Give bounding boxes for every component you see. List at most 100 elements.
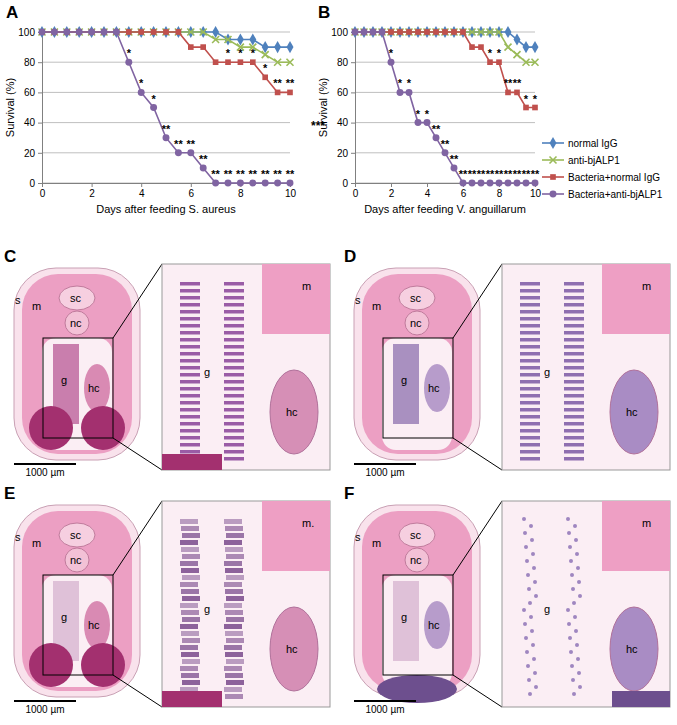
gut-fold — [224, 415, 244, 419]
marker — [163, 134, 170, 141]
marker — [287, 41, 294, 53]
gut-fold — [180, 289, 200, 293]
marker — [460, 180, 467, 187]
debris — [531, 552, 535, 556]
marker — [274, 41, 281, 53]
inset-gonad — [162, 691, 222, 707]
debris — [573, 524, 577, 528]
marker — [101, 29, 107, 35]
zoom-box — [383, 338, 453, 438]
tick: 80 — [337, 57, 355, 68]
debris — [574, 629, 578, 633]
structure-label: sc — [70, 529, 82, 541]
structure-label: g — [204, 603, 210, 615]
tick-label: 0 — [29, 178, 35, 189]
gut-fold — [180, 331, 200, 335]
marker — [505, 180, 512, 187]
inset-muscle — [262, 264, 330, 334]
panel-label: C — [4, 247, 16, 266]
structure-label: hc — [428, 619, 440, 631]
debris — [528, 601, 532, 605]
gut-tissue — [226, 554, 244, 559]
gut-tissue — [224, 540, 242, 545]
significance: * — [407, 77, 412, 89]
gut-fold — [564, 317, 584, 321]
scale-bar — [14, 700, 76, 702]
structure-label: hc — [286, 406, 298, 418]
gut-tissue — [226, 596, 244, 601]
marker — [451, 29, 458, 36]
marker — [379, 29, 386, 36]
gut-fold — [564, 401, 584, 405]
gut-tissue — [225, 673, 243, 678]
marker — [274, 180, 281, 187]
gut-fold — [180, 282, 200, 286]
tick-label: 0 — [353, 188, 359, 199]
histology-panel: Csmscncghcghcm1000 µm — [4, 247, 330, 478]
gut-tissue — [181, 610, 199, 615]
structure-label: nc — [70, 317, 82, 329]
gut-fold — [224, 436, 244, 440]
marker — [51, 29, 58, 36]
significance: * — [226, 47, 231, 59]
structure-label: hc — [626, 643, 638, 655]
debris — [576, 566, 580, 570]
gut-fold — [564, 338, 584, 342]
marker — [523, 105, 529, 111]
marker — [379, 26, 386, 38]
marker — [89, 29, 95, 35]
grid-line — [355, 62, 535, 63]
marker — [150, 29, 157, 36]
marker — [433, 26, 440, 38]
marker — [523, 59, 530, 66]
x-axis-title: Days after feeding S. aureus — [96, 203, 236, 215]
series-line — [42, 32, 290, 92]
gut-fold — [564, 303, 584, 307]
marker — [523, 180, 530, 187]
marker — [352, 29, 359, 36]
marker — [361, 29, 368, 36]
debris — [522, 608, 526, 612]
tick: 0 — [353, 183, 359, 199]
debris — [522, 517, 526, 521]
marker — [88, 29, 95, 36]
gut-fold — [564, 450, 584, 454]
gut-fold — [564, 457, 584, 461]
debris — [524, 636, 528, 640]
marker — [200, 44, 206, 50]
debris — [570, 664, 574, 668]
tick-label: 80 — [24, 57, 36, 68]
marker — [88, 29, 95, 36]
tick-mark — [38, 92, 42, 93]
tick: 0 — [29, 178, 42, 189]
gut-fold — [564, 415, 584, 419]
marker — [138, 26, 145, 38]
marker — [225, 59, 231, 65]
debris — [571, 587, 575, 591]
gonad — [29, 406, 73, 450]
marker — [125, 29, 132, 36]
gut-fold — [520, 415, 540, 419]
gut-tissue — [225, 526, 243, 531]
tick-mark — [351, 92, 355, 93]
marker — [388, 59, 395, 66]
marker — [361, 26, 368, 38]
gut-fold — [520, 331, 540, 335]
gut-tissue — [224, 603, 242, 608]
gut-tissue — [181, 568, 199, 573]
notochord — [405, 311, 429, 335]
inset — [502, 501, 670, 707]
marker — [352, 29, 358, 35]
marker — [370, 29, 376, 35]
debris — [566, 608, 570, 612]
marker — [76, 29, 83, 36]
tick: 100 — [18, 27, 42, 38]
gut-fold — [180, 387, 200, 391]
marker — [442, 26, 449, 38]
significance: * — [263, 62, 268, 74]
x-axis-title: Days after feeding V. anguillarum — [364, 203, 526, 215]
gut-tissue — [224, 666, 242, 671]
gut-fold — [520, 338, 540, 342]
debris — [530, 538, 534, 542]
series-markers — [352, 29, 539, 66]
